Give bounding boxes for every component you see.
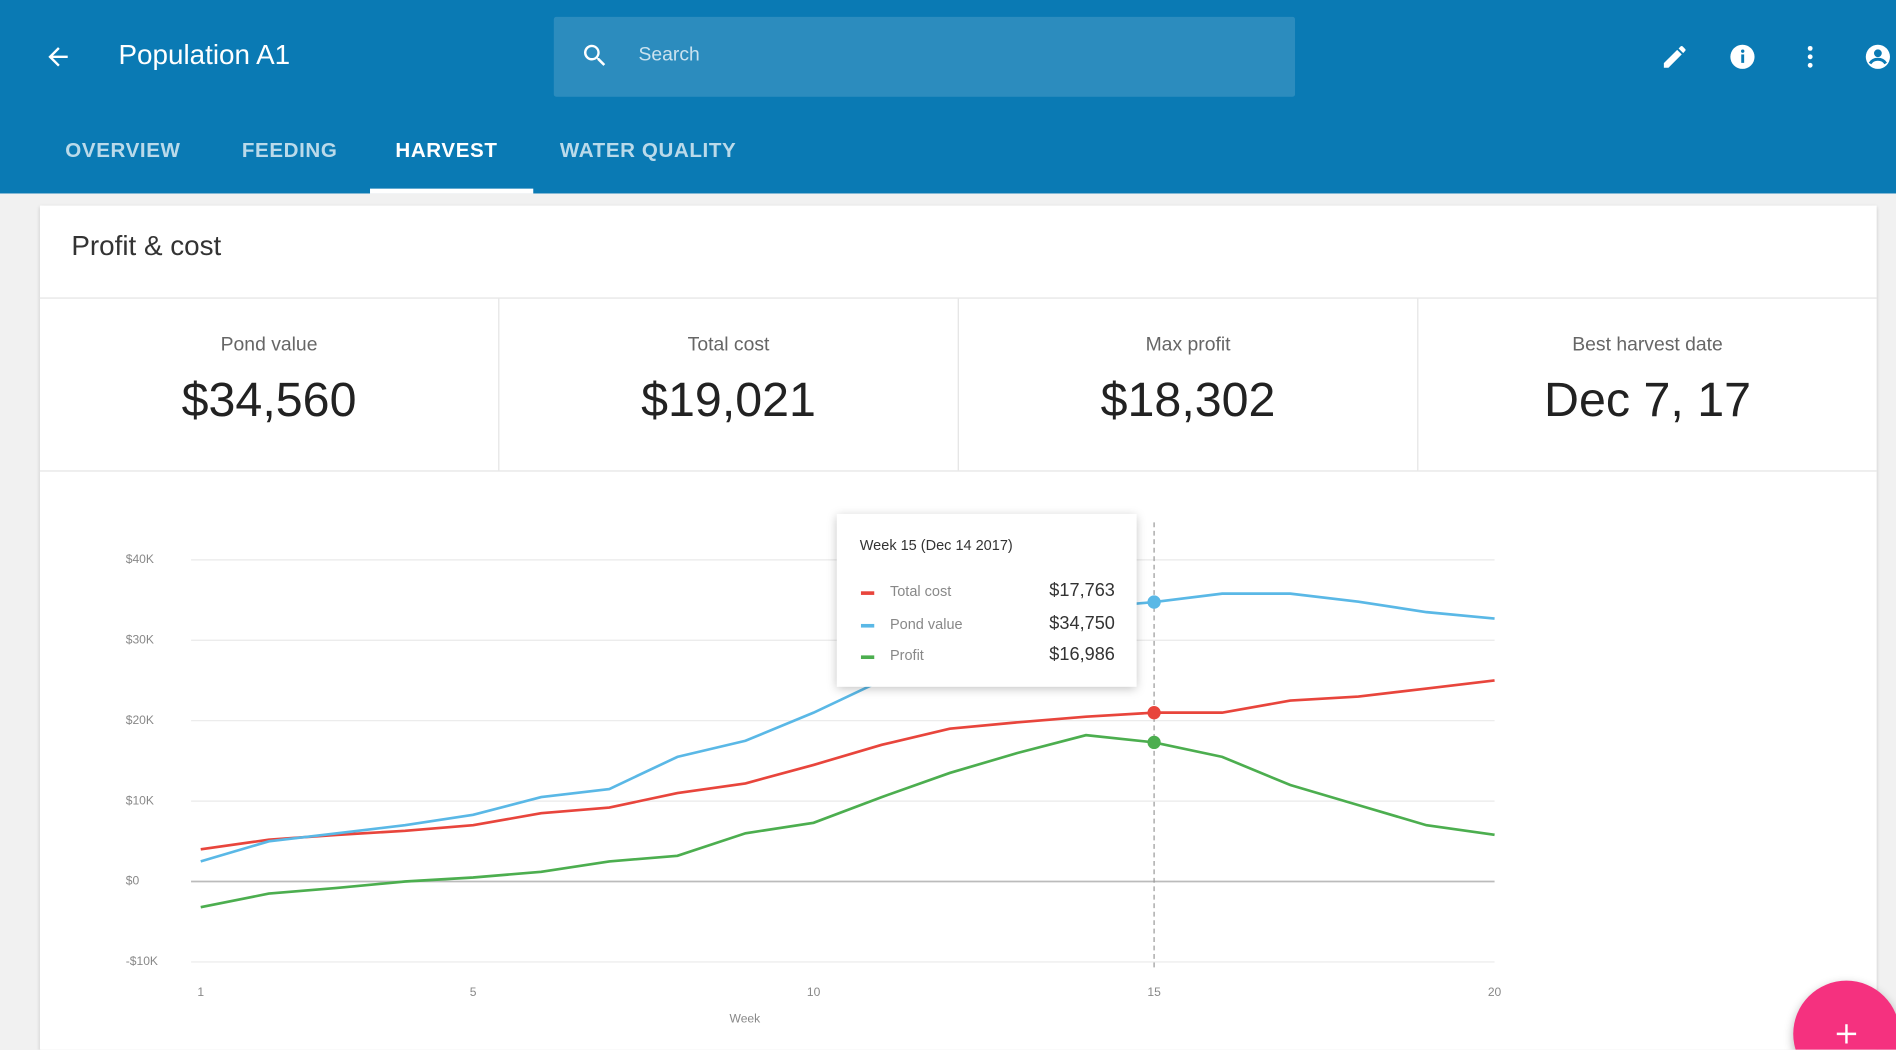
tab[interactable]: WATER QUALITY (559, 139, 737, 163)
series-line (200, 679, 1495, 851)
tooltip: Week 15 (Dec 14 2017) Total cost $17,763 P… (836, 513, 1137, 687)
stat: Total cost $19,021 (499, 298, 959, 471)
card-title: Profit & cost (71, 229, 222, 262)
legend-swatch (860, 591, 875, 595)
search-placeholder: Search (638, 44, 700, 66)
tooltip-name: Profit (889, 646, 924, 664)
highlight-dot (1147, 705, 1161, 720)
active-tab-indicator (370, 188, 534, 194)
tooltip-row: Pond value $34,750 (837, 612, 1137, 636)
stat-label: Max profit (1145, 334, 1231, 356)
stat-value: $18,302 (1100, 373, 1276, 427)
series-line (200, 592, 1495, 863)
stat-label: Best harvest date (1572, 334, 1723, 356)
tooltip-title: Week 15 (Dec 14 2017) (859, 536, 1013, 554)
x-tick-label: 15 (1147, 985, 1161, 999)
stat-label: Total cost (687, 334, 770, 356)
tooltip-value: $34,750 (1049, 612, 1115, 634)
highlight-dot (1147, 735, 1161, 750)
tab[interactable]: FEEDING (241, 139, 338, 163)
tab[interactable]: HARVEST (395, 139, 498, 163)
edit-icon[interactable] (1660, 42, 1689, 71)
y-tick-label: $30K (126, 632, 154, 646)
legend-swatch (860, 623, 875, 627)
search-icon (583, 44, 606, 66)
y-tick-label: $0 (126, 874, 140, 888)
stat: Max profit $18,302 (959, 298, 1419, 471)
x-tick-label: 1 (197, 985, 204, 999)
series-line (200, 733, 1495, 909)
tooltip-name: Total cost (889, 582, 952, 600)
search-box[interactable]: Search (553, 16, 1296, 97)
tab[interactable]: OVERVIEW (65, 139, 181, 163)
y-tick-label: -$10K (126, 954, 158, 968)
stat: Pond value $34,560 (40, 298, 500, 471)
y-tick-label: $10K (126, 793, 154, 807)
info-icon[interactable] (1728, 42, 1757, 71)
stat-value: Dec 7, 17 (1544, 373, 1752, 427)
app-bar: Population A1 Search OVERVIEW FEEDING HARV… (0, 0, 1896, 194)
x-tick-label: 5 (470, 985, 477, 999)
stats-row: Pond value $34,560 Total cost $19,021 Max pr… (39, 297, 1877, 472)
x-tick-label: 10 (807, 985, 821, 999)
y-tick-label: $20K (126, 713, 154, 727)
card: Profit & cost Pond value $34,560 Total cos… (39, 205, 1877, 1050)
stat: Best harvest date Dec 7, 17 (1418, 299, 1876, 471)
tooltip-row: Profit $16,986 (837, 645, 1137, 669)
y-tick-label: $40K (126, 552, 154, 566)
x-tick-label: 20 (1488, 985, 1502, 999)
stat-value: $19,021 (641, 373, 816, 427)
tooltip-value: $17,763 (1049, 580, 1115, 601)
back-button[interactable] (44, 42, 73, 71)
app-title: Population A1 (118, 38, 291, 71)
legend-swatch (860, 655, 875, 660)
stat-label: Pond value (220, 334, 318, 356)
highlight-dot (1147, 595, 1161, 609)
stat-value: $34,560 (181, 373, 357, 427)
x-axis-label: Week (730, 1012, 762, 1026)
tooltip-value: $16,986 (1049, 644, 1115, 666)
account-icon[interactable] (1863, 42, 1892, 71)
more-icon[interactable] (1796, 42, 1825, 71)
tooltip-name: Pond value (889, 614, 963, 632)
tooltip-row: Total cost $17,763 (837, 580, 1137, 604)
add-icon (1836, 1024, 1857, 1044)
